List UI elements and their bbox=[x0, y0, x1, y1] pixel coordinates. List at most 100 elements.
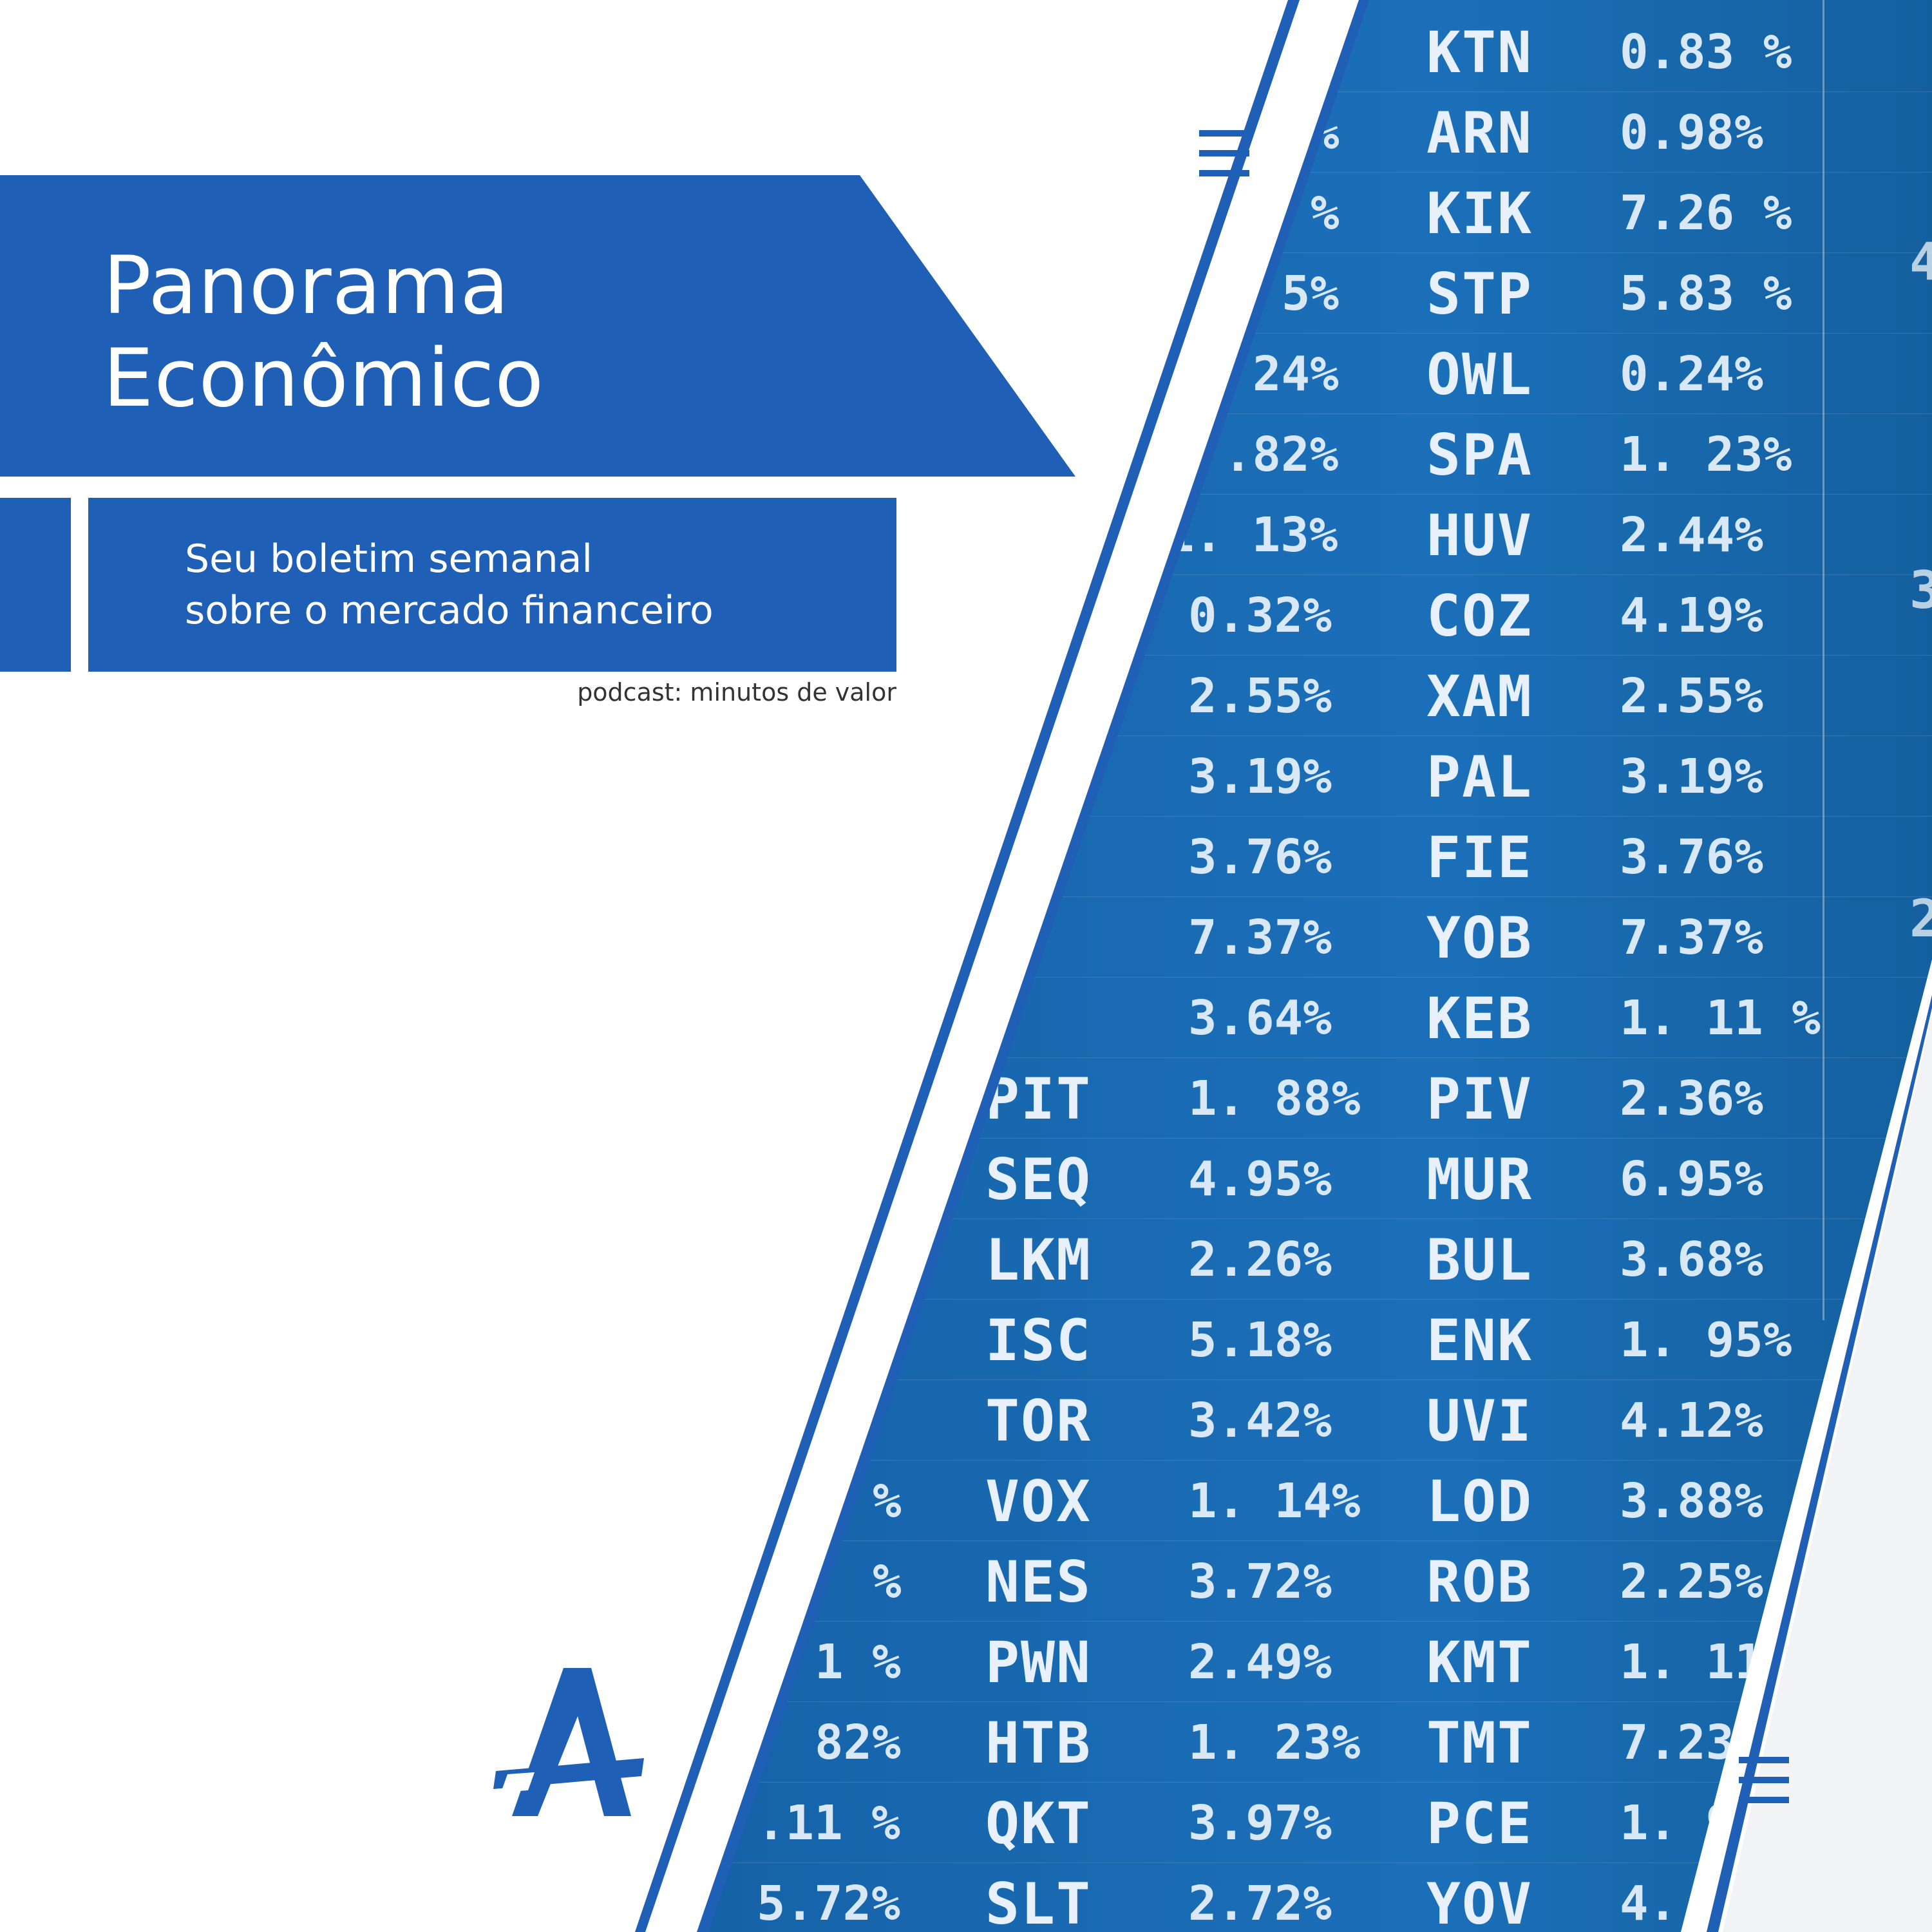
ticker-value: 3.64% bbox=[1188, 990, 1332, 1046]
row-divider bbox=[692, 574, 1932, 575]
board-divider-line bbox=[1823, 0, 1824, 1320]
row-divider bbox=[692, 1138, 1932, 1139]
row-divider bbox=[692, 1782, 1932, 1783]
row-divider bbox=[692, 735, 1932, 736]
ticker-value: 1. 23% bbox=[1620, 427, 1792, 482]
ticker-value: 2.55% bbox=[1620, 668, 1763, 724]
ticker-value-partial: 5% bbox=[1282, 266, 1340, 321]
accent-block bbox=[0, 498, 71, 672]
ticker-symbol: FIE bbox=[1426, 824, 1533, 891]
title-banner: Panorama Econômico bbox=[0, 175, 1075, 477]
ticker-value: 2.36% bbox=[1620, 1071, 1763, 1126]
ticker-symbol: KMT bbox=[1426, 1629, 1533, 1696]
ticker-value-partial: .82% bbox=[1224, 427, 1339, 482]
row-divider bbox=[692, 1540, 1932, 1541]
ticker-value-partial: % bbox=[873, 1473, 902, 1529]
ticker-symbol: PIT bbox=[985, 1066, 1092, 1132]
ticker-symbol: XAM bbox=[1426, 663, 1533, 730]
ticker-symbol: YOB bbox=[1426, 905, 1533, 971]
ticker-symbol: SPA bbox=[1426, 422, 1533, 488]
ticker-symbol: ENK bbox=[1426, 1307, 1533, 1374]
row-divider bbox=[692, 1701, 1932, 1702]
ticker-value: 3.97% bbox=[1188, 1795, 1332, 1851]
ticker-symbol: SEQ bbox=[985, 1146, 1092, 1213]
ticker-value: 5.18% bbox=[1188, 1312, 1332, 1368]
ticker-value-partial: % bbox=[873, 1554, 902, 1609]
ticker-value: 2.49% bbox=[1188, 1634, 1332, 1690]
ticker-symbol: SLT bbox=[985, 1871, 1092, 1932]
ticker-symbol: LOD bbox=[1426, 1468, 1533, 1535]
ticker-value: 4. bbox=[1620, 1876, 1678, 1931]
ticker-value: 0.24% bbox=[1620, 346, 1763, 402]
row-divider bbox=[692, 413, 1932, 414]
ticker-value: 2.26% bbox=[1188, 1232, 1332, 1287]
ticker-symbol: COZ bbox=[1426, 583, 1533, 649]
ticker-symbol: KEB bbox=[1426, 985, 1533, 1052]
ticker-value-partial: 1. 13% bbox=[1166, 507, 1338, 563]
row-divider bbox=[692, 1379, 1932, 1380]
ticker-value: 0.32% bbox=[1188, 588, 1332, 643]
ticker-symbol: UVI bbox=[1426, 1388, 1533, 1454]
ticker-symbol: ROB bbox=[1426, 1549, 1533, 1615]
title-line-1: Panorama bbox=[103, 240, 510, 332]
ticker-symbol: PIV bbox=[1426, 1066, 1533, 1132]
ticker-symbol: ARN bbox=[1426, 100, 1533, 166]
ticker-symbol: HTB bbox=[985, 1710, 1092, 1776]
ticker-symbol: BUL bbox=[1426, 1227, 1533, 1293]
ticker-value: 6.95% bbox=[1620, 1151, 1763, 1207]
ticker-symbol: OWL bbox=[1426, 341, 1533, 408]
ticker-symbol: PWN bbox=[985, 1629, 1092, 1696]
ticker-symbol: LKM bbox=[985, 1227, 1092, 1293]
ticker-symbol: MUR bbox=[1426, 1146, 1533, 1213]
ticker-symbol: PCE bbox=[1426, 1790, 1533, 1857]
ticker-value: 3.19% bbox=[1188, 749, 1332, 804]
ticker-value: 1. 23% bbox=[1188, 1715, 1361, 1770]
ticker-symbol: QKT bbox=[985, 1790, 1092, 1857]
ticker-value: 3.68% bbox=[1620, 1232, 1763, 1287]
ticker-value: 1. 88% bbox=[1188, 1071, 1361, 1126]
ticker-value-partial: 1 % bbox=[815, 1634, 901, 1690]
ticker-value: 4.95% bbox=[1188, 1151, 1332, 1207]
ticker-value: 3.72% bbox=[1188, 1554, 1332, 1609]
ticker-value: 1. 14% bbox=[1188, 1473, 1361, 1529]
row-divider bbox=[692, 252, 1932, 253]
ticker-symbol: STP bbox=[1426, 261, 1533, 327]
ticker-value: 5.83 % bbox=[1620, 266, 1792, 321]
ticker-symbol: PAL bbox=[1426, 744, 1533, 810]
ticker-value: 3.88% bbox=[1620, 1473, 1763, 1529]
row-divider bbox=[692, 896, 1932, 897]
ticker-value: 0.98% bbox=[1620, 105, 1763, 160]
ticker-symbol: KIK bbox=[1426, 180, 1533, 247]
ticker-symbol: VOX bbox=[985, 1468, 1092, 1535]
axis-digit: 3 bbox=[1909, 560, 1932, 620]
ticker-value: 7.37% bbox=[1620, 910, 1763, 965]
ticker-value-partial: % bbox=[1311, 185, 1340, 241]
ticker-value: 3.76% bbox=[1188, 829, 1332, 885]
subtitle-line-2: sobre o mercado financeiro bbox=[185, 588, 714, 633]
row-divider bbox=[692, 333, 1932, 334]
ticker-value: 3.19% bbox=[1620, 749, 1763, 804]
subtitle-box: Seu boletim semanal sobre o mercado fina… bbox=[88, 498, 896, 672]
stylized-letter-a-logo bbox=[493, 1668, 644, 1816]
ticker-symbol: YOV bbox=[1426, 1871, 1533, 1932]
ticker-value: 1. 11 bbox=[1620, 1634, 1763, 1690]
ticker-value: 2.25% bbox=[1620, 1554, 1763, 1609]
ticker-value-partial: .11 % bbox=[757, 1795, 900, 1851]
subtitle-line-1: Seu boletim semanal bbox=[185, 536, 593, 582]
ticker-value-partial: 5.72% bbox=[757, 1876, 900, 1931]
podcast-label: podcast: minutos de valor bbox=[577, 678, 896, 706]
ticker-value: 4.12% bbox=[1620, 1393, 1763, 1448]
ticker-value-partial: 24% bbox=[1253, 346, 1339, 402]
hamburger-lines-icon bbox=[1739, 1757, 1789, 1803]
ticker-value: 2.55% bbox=[1188, 668, 1332, 724]
row-divider bbox=[692, 1057, 1932, 1058]
ticker-value: 1. 11 % bbox=[1620, 990, 1821, 1046]
row-divider bbox=[692, 977, 1932, 978]
ticker-value-partial: 82% bbox=[815, 1715, 901, 1770]
row-divider bbox=[692, 494, 1932, 495]
ticker-value: 7.26 % bbox=[1620, 185, 1792, 241]
row-divider bbox=[692, 172, 1932, 173]
ticker-value: 7.37% bbox=[1188, 910, 1332, 965]
